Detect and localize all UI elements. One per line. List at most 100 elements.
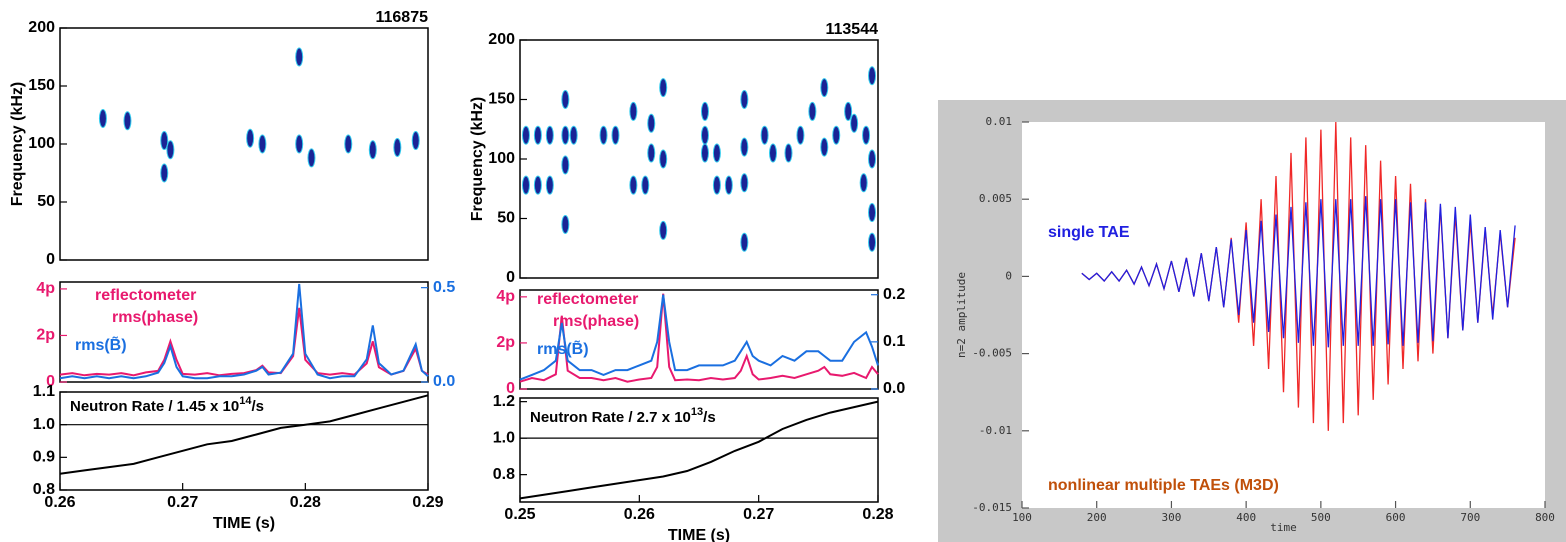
y-tick-label: 0 (1005, 269, 1012, 282)
x-tick-label: 500 (1311, 511, 1331, 524)
x-tick-label: 0.26 (624, 506, 655, 523)
mode-spot (659, 78, 668, 98)
y-tick-label: 150 (28, 77, 55, 94)
mode-spot (700, 125, 709, 145)
mode-spot (740, 137, 749, 157)
mode-spot (611, 125, 620, 145)
mode-spot (784, 143, 793, 163)
y-tick-label: 0.005 (979, 192, 1012, 205)
mode-spot (258, 134, 267, 154)
mode-spot (647, 113, 656, 133)
frame (59, 281, 429, 383)
mode-spot (411, 131, 420, 151)
annotation-part: /s (251, 398, 264, 415)
y-tick-label: 150 (488, 91, 515, 108)
mode-spot (820, 78, 829, 98)
y-tick-label: -0.01 (979, 424, 1012, 437)
x-tick-label: 0.25 (504, 506, 535, 523)
y-tick-label: 0.8 (493, 466, 515, 483)
frame (59, 391, 429, 491)
y-tick-label: 200 (488, 31, 515, 48)
frame (519, 397, 879, 503)
mode-spot (98, 108, 107, 128)
x-tick-label: 800 (1535, 511, 1555, 524)
x-tick-label: 0.28 (862, 506, 893, 523)
y-tick-label: 2p (496, 334, 515, 351)
y-tick-label: 0.8 (33, 481, 55, 498)
mode-spot (850, 113, 859, 133)
y-axis-label: Frequency (kHz) (469, 97, 486, 221)
x-tick-label: 300 (1161, 511, 1181, 524)
annotation-part: Neutron Rate / 1.45 x 10 (70, 398, 239, 415)
y-axis-label: Frequency (kHz) (9, 82, 26, 206)
annotation: Neutron Rate / 1.45 x 1014/s (70, 395, 264, 415)
mode-spot (561, 214, 570, 234)
mode-spot (659, 149, 668, 169)
x-tick-label: 0.26 (44, 494, 75, 511)
mode-spot (796, 125, 805, 145)
mode-spot (647, 143, 656, 163)
y-tick-label: 4p (496, 288, 515, 305)
mode-spot (740, 173, 749, 193)
y-tick-label: 0 (46, 373, 55, 390)
x-tick-label: 0.28 (290, 494, 321, 511)
y-tick-label: 1.0 (493, 429, 515, 446)
series-label: rms(phase) (112, 309, 198, 326)
series-label: single TAE (1048, 224, 1130, 241)
mode-spot (859, 173, 868, 193)
y-tick-label: 50 (37, 193, 55, 210)
annotation: reflectometer (537, 291, 638, 308)
mode-spot (712, 143, 721, 163)
frame (519, 39, 879, 279)
y-tick-label: 0 (506, 380, 515, 397)
mode-spot (740, 232, 749, 252)
x-tick-label: 0.29 (412, 494, 443, 511)
frame (519, 289, 879, 390)
annotation: Neutron Rate / 2.7 x 1013/s (530, 406, 716, 426)
mode-spot (160, 163, 169, 183)
plot-area (1022, 122, 1545, 508)
annotation-part: 14 (239, 395, 252, 407)
y2-tick-label: 0.2 (883, 286, 905, 303)
mode-spot (712, 175, 721, 195)
mode-spot (533, 175, 542, 195)
mode-spot (820, 137, 829, 157)
mode-spot (344, 134, 353, 154)
y-tick-label: 2p (36, 327, 55, 344)
mode-spot (295, 134, 304, 154)
mode-spot (599, 125, 608, 145)
x-tick-label: 700 (1460, 511, 1480, 524)
series-label: rms(B̃) (537, 338, 589, 358)
y-tick-label: 0 (46, 251, 55, 268)
mode-spot (246, 128, 255, 148)
mode-spot (659, 220, 668, 240)
y-tick-label: -0.015 (972, 501, 1012, 514)
x-axis-label: TIME (s) (668, 527, 730, 542)
mode-spot (868, 232, 877, 252)
series-line (59, 394, 429, 475)
mode-spot (629, 175, 638, 195)
mode-spot (569, 125, 578, 145)
mode-spot (832, 125, 841, 145)
mode-spot (123, 111, 132, 131)
mode-spot (368, 140, 377, 160)
series-line (519, 294, 879, 381)
mode-spot (629, 101, 638, 121)
mode-spot (561, 155, 570, 175)
series-line (519, 293, 879, 383)
y-tick-label: 1.2 (493, 393, 515, 410)
mode-spot (521, 125, 530, 145)
annotation-part: /s (703, 409, 716, 426)
mode-spot (533, 125, 542, 145)
y-tick-label: 1.0 (33, 416, 55, 433)
x-axis-label: TIME (s) (213, 515, 275, 532)
mode-spot (868, 66, 877, 86)
x-tick-label: 0.27 (743, 506, 774, 523)
annotation-part: 13 (691, 406, 703, 418)
mode-spot (740, 90, 749, 109)
y-tick-label: 0.01 (986, 115, 1013, 128)
mode-spot (160, 131, 169, 151)
x-axis-label: time (1270, 521, 1297, 534)
